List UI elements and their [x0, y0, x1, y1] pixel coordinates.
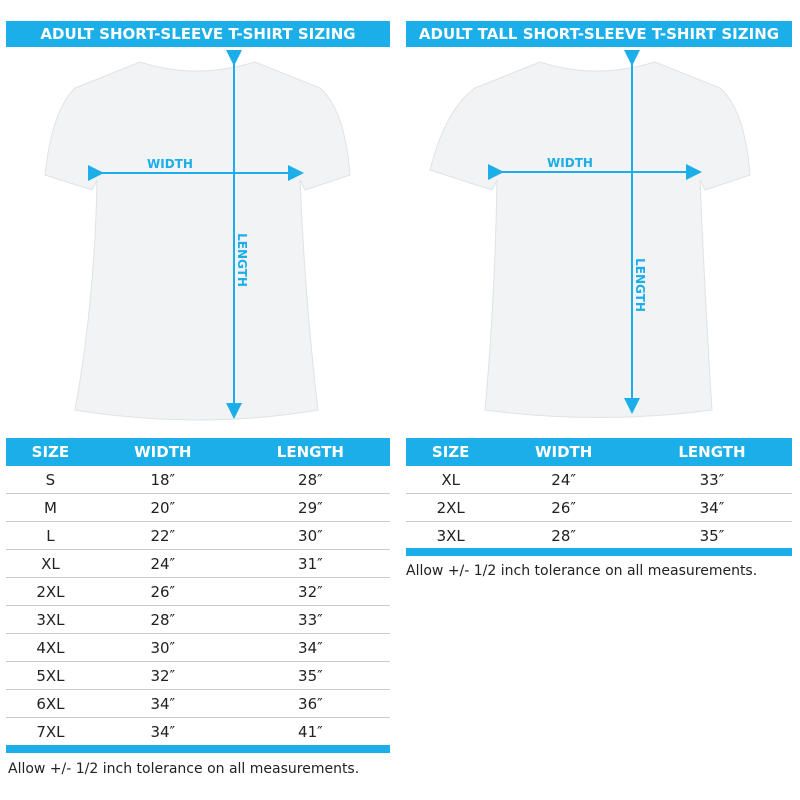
size-cell: 6XL [6, 689, 95, 718]
size-cell: M [6, 493, 95, 522]
table-row: 2XL 26″ 32″ [6, 577, 390, 606]
length-cell: 33″ [631, 466, 792, 494]
length-cell: 32″ [230, 577, 390, 606]
width-cell: 20″ [94, 493, 231, 522]
left-tolerance-note: Allow +/- 1/2 inch tolerance on all meas… [8, 761, 360, 777]
right-table-end-bar [406, 548, 792, 556]
size-cell: 2XL [406, 493, 496, 522]
table-row: 3XL 28″ 33″ [6, 605, 390, 634]
tshirt-image [44, 61, 351, 421]
table-row: 6XL 34″ 36″ [6, 689, 390, 718]
right-size-table: SIZE WIDTH LENGTH XL 24″ 33″ 2XL 26″ 34″ 3XL 28… [406, 438, 792, 550]
width-cell: 26″ [94, 577, 231, 606]
table-row: 2XL 26″ 34″ [406, 493, 792, 522]
table-row: 4XL 30″ 34″ [6, 633, 390, 662]
length-cell: 33″ [230, 605, 390, 634]
width-cell: 28″ [94, 605, 231, 634]
header-size: SIZE [406, 438, 496, 466]
size-cell: 2XL [6, 577, 95, 606]
left-title: ADULT SHORT-SLEEVE T-SHIRT SIZING [6, 21, 390, 47]
length-cell: 41″ [230, 717, 390, 746]
size-cell: 4XL [6, 633, 95, 662]
size-cell: XL [6, 549, 95, 578]
length-cell: 28″ [230, 466, 390, 494]
size-cell: L [6, 521, 95, 550]
header-length: LENGTH [230, 438, 390, 466]
header-width: WIDTH [495, 438, 632, 466]
table-row: XL 24″ 31″ [6, 549, 390, 578]
header-width: WIDTH [94, 438, 231, 466]
width-cell: 24″ [495, 466, 632, 494]
table-row: 7XL 34″ 41″ [6, 717, 390, 746]
size-cell: 3XL [6, 605, 95, 634]
width-label: WIDTH [147, 157, 193, 171]
width-cell: 30″ [94, 633, 231, 662]
width-cell: 26″ [495, 493, 632, 522]
table-row: M 20″ 29″ [6, 493, 390, 522]
length-label: LENGTH [235, 233, 249, 287]
table-row: L 22″ 30″ [6, 521, 390, 550]
length-cell: 30″ [230, 521, 390, 550]
left-shirt-diagram: WIDTH LENGTH [44, 50, 351, 421]
length-label: LENGTH [633, 258, 647, 312]
width-cell: 34″ [94, 689, 231, 718]
width-label: WIDTH [547, 156, 593, 170]
right-title: ADULT TALL SHORT-SLEEVE T-SHIRT SIZING [406, 21, 792, 47]
length-cell: 35″ [631, 521, 792, 550]
size-cell: 7XL [6, 717, 95, 746]
width-cell: 18″ [94, 466, 231, 494]
header-length: LENGTH [631, 438, 792, 466]
right-shirt-diagram: WIDTH LENGTH [429, 50, 751, 418]
width-cell: 28″ [495, 521, 632, 550]
header-size: SIZE [6, 438, 95, 466]
length-cell: 35″ [230, 661, 390, 690]
width-cell: 32″ [94, 661, 231, 690]
length-cell: 36″ [230, 689, 390, 718]
length-cell: 34″ [230, 633, 390, 662]
size-cell: 5XL [6, 661, 95, 690]
width-cell: 22″ [94, 521, 231, 550]
size-cell: S [6, 466, 95, 494]
length-cell: 31″ [230, 549, 390, 578]
tshirt-image [429, 61, 751, 418]
size-cell: 3XL [406, 521, 496, 550]
size-cell: XL [406, 466, 496, 494]
table-row: S 18″ 28″ [6, 466, 390, 494]
length-cell: 34″ [631, 493, 792, 522]
width-cell: 24″ [94, 549, 231, 578]
left-table-end-bar [6, 745, 390, 753]
length-cell: 29″ [230, 493, 390, 522]
table-row: XL 24″ 33″ [406, 466, 792, 494]
table-row: 3XL 28″ 35″ [406, 521, 792, 550]
right-tolerance-note: Allow +/- 1/2 inch tolerance on all meas… [406, 563, 758, 579]
width-cell: 34″ [94, 717, 231, 746]
left-size-table: SIZE WIDTH LENGTH S 18″ 28″ M 20″ 29″ L 22″ 30″ X… [6, 438, 390, 746]
table-row: 5XL 32″ 35″ [6, 661, 390, 690]
